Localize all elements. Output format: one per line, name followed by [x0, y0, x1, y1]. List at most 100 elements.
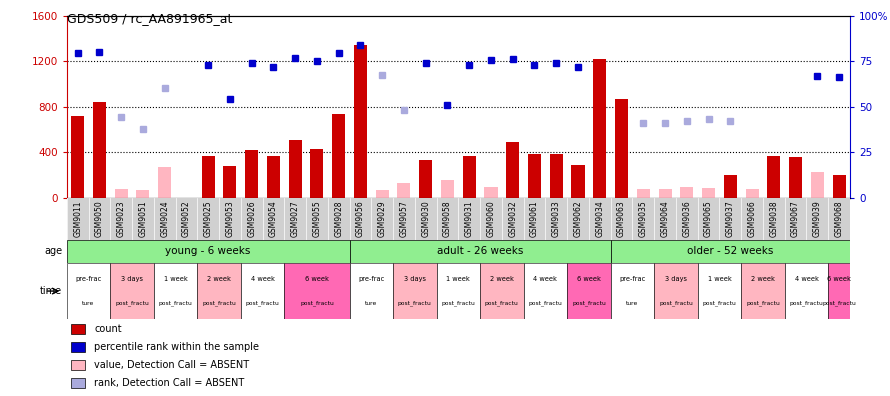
Bar — [267, 156, 280, 198]
Text: GSM9023: GSM9023 — [117, 200, 125, 237]
Bar — [480, 263, 523, 319]
Text: young - 6 weeks: young - 6 weeks — [166, 246, 251, 257]
Text: GSM9030: GSM9030 — [421, 200, 430, 237]
Bar — [724, 175, 737, 198]
Text: post_fractu: post_fractu — [115, 301, 149, 306]
Bar — [223, 166, 237, 198]
Bar — [245, 150, 258, 198]
Bar — [571, 165, 585, 198]
Bar — [611, 263, 654, 319]
Bar — [746, 189, 758, 198]
Text: post_fractu: post_fractu — [789, 301, 823, 306]
Text: GSM9027: GSM9027 — [291, 200, 300, 237]
Text: 4 week: 4 week — [533, 276, 557, 282]
Text: GSM9056: GSM9056 — [356, 200, 365, 237]
Text: GSM9032: GSM9032 — [508, 200, 517, 237]
Bar — [202, 156, 214, 198]
Text: GSM9066: GSM9066 — [748, 200, 756, 237]
Text: GSM9064: GSM9064 — [660, 200, 669, 237]
Text: GSM9068: GSM9068 — [835, 200, 844, 237]
Text: GDS509 / rc_AA891965_at: GDS509 / rc_AA891965_at — [67, 12, 232, 25]
Text: GSM9054: GSM9054 — [269, 200, 278, 237]
Text: GSM9024: GSM9024 — [160, 200, 169, 237]
Text: post_fractu: post_fractu — [702, 301, 736, 306]
Text: GSM9052: GSM9052 — [182, 200, 191, 237]
Text: 6 week: 6 week — [577, 276, 601, 282]
Bar — [350, 263, 393, 319]
Bar — [311, 149, 323, 198]
Text: count: count — [94, 324, 122, 334]
Bar — [284, 263, 350, 319]
Bar — [288, 140, 302, 198]
Bar — [680, 187, 693, 198]
Text: post_fractu: post_fractu — [246, 301, 279, 306]
Text: percentile rank within the sample: percentile rank within the sample — [94, 342, 259, 352]
Text: 1 week: 1 week — [708, 276, 732, 282]
Text: 6 week: 6 week — [827, 276, 851, 282]
Bar — [506, 142, 519, 198]
Bar — [615, 99, 628, 198]
Bar — [441, 180, 454, 198]
Bar — [154, 263, 198, 319]
Text: GSM9062: GSM9062 — [573, 200, 583, 237]
Text: age: age — [44, 246, 62, 257]
Text: post_fractu: post_fractu — [485, 301, 519, 306]
Text: 1 week: 1 week — [164, 276, 188, 282]
Text: 3 days: 3 days — [404, 276, 425, 282]
Bar — [789, 157, 802, 198]
Text: GSM9036: GSM9036 — [683, 200, 692, 237]
Bar — [110, 263, 154, 319]
Text: older - 52 weeks: older - 52 weeks — [687, 246, 773, 257]
Text: 3 days: 3 days — [121, 276, 143, 282]
Text: 4 week: 4 week — [795, 276, 819, 282]
Text: GSM9051: GSM9051 — [138, 200, 148, 237]
Text: GSM9034: GSM9034 — [595, 200, 604, 237]
Text: GSM9039: GSM9039 — [813, 200, 821, 237]
Text: GSM9065: GSM9065 — [704, 200, 713, 237]
Text: post_fractu: post_fractu — [398, 301, 432, 306]
Bar — [550, 154, 562, 198]
Text: GSM9031: GSM9031 — [465, 200, 473, 237]
Bar — [70, 324, 85, 334]
Text: GSM9053: GSM9053 — [225, 200, 234, 237]
Text: GSM9038: GSM9038 — [769, 200, 779, 237]
Bar — [741, 263, 785, 319]
Bar — [332, 114, 345, 198]
Bar — [158, 167, 171, 198]
Text: adult - 26 weeks: adult - 26 weeks — [437, 246, 523, 257]
Bar — [829, 263, 850, 319]
Text: 2 week: 2 week — [207, 276, 231, 282]
Text: GSM9058: GSM9058 — [443, 200, 452, 237]
Bar — [654, 263, 698, 319]
Text: GSM9063: GSM9063 — [617, 200, 626, 237]
Text: ture: ture — [83, 301, 94, 306]
Text: 6 week: 6 week — [305, 276, 329, 282]
Text: GSM9067: GSM9067 — [791, 200, 800, 237]
Bar — [523, 263, 567, 319]
Bar — [67, 240, 350, 263]
Text: time: time — [40, 286, 62, 296]
Text: GSM9033: GSM9033 — [552, 200, 561, 237]
Bar — [398, 183, 410, 198]
Bar — [528, 154, 541, 198]
Text: post_fractu: post_fractu — [158, 301, 192, 306]
Text: pre-frac: pre-frac — [358, 276, 384, 282]
Bar — [241, 263, 284, 319]
Bar — [393, 263, 437, 319]
Text: GSM9011: GSM9011 — [73, 200, 82, 236]
Bar — [136, 190, 150, 198]
Bar — [71, 116, 85, 198]
Text: post_fractu: post_fractu — [822, 301, 856, 306]
Text: GSM9057: GSM9057 — [400, 200, 409, 237]
Text: GSM9035: GSM9035 — [639, 200, 648, 237]
Bar — [198, 263, 241, 319]
Text: GSM9028: GSM9028 — [334, 200, 344, 236]
Bar — [594, 59, 606, 198]
Bar — [115, 189, 127, 198]
Bar — [702, 188, 715, 198]
Text: GSM9050: GSM9050 — [95, 200, 104, 237]
Bar — [698, 263, 741, 319]
Bar — [463, 156, 476, 198]
Bar — [567, 263, 611, 319]
Bar — [70, 342, 85, 352]
